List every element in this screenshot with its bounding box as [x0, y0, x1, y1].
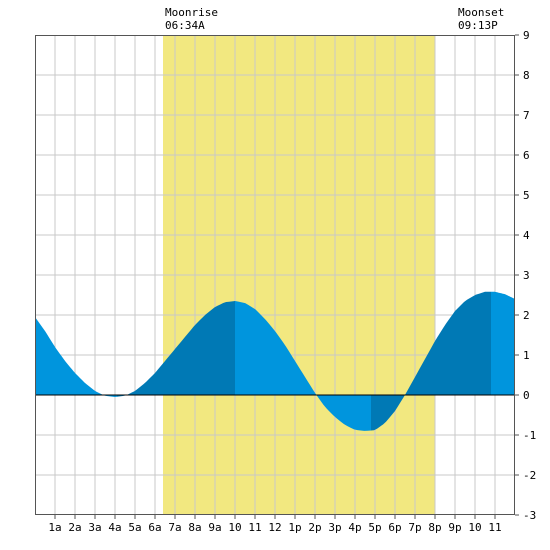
tide-area-rising [117, 301, 235, 397]
x-tick-label: 3a [88, 521, 101, 534]
x-tick-label: 9p [448, 521, 461, 534]
x-tick-label: 5p [368, 521, 381, 534]
grid-layer [35, 35, 515, 515]
x-tick-label: 11 [248, 521, 261, 534]
moonset-label: Moonset [458, 6, 505, 19]
x-tick-label: 8p [428, 521, 441, 534]
y-tick-label: 8 [523, 69, 530, 82]
x-tick-label: 5a [128, 521, 141, 534]
y-tick-label: 3 [523, 269, 530, 282]
x-tick-label: 11 [488, 521, 501, 534]
y-tick-labels: -3 -2 -1 0 1 2 3 4 5 6 7 8 9 [515, 29, 536, 522]
y-tick-label: 4 [523, 229, 530, 242]
y-tick-label: 5 [523, 189, 530, 202]
x-tick-label: 6p [388, 521, 401, 534]
x-tick-label: 8a [188, 521, 201, 534]
x-tick-label: 12 [268, 521, 281, 534]
y-tick-label: 9 [523, 29, 530, 42]
y-tick-label: -1 [523, 429, 536, 442]
x-tick-label: 10 [228, 521, 241, 534]
y-tick-label: 0 [523, 389, 530, 402]
moonrise-time: 06:34A [165, 19, 205, 32]
x-tick-label: 7a [168, 521, 181, 534]
x-tick-label: 10 [468, 521, 481, 534]
tide-area-falling [235, 301, 371, 431]
tide-area-layer [35, 291, 515, 431]
y-tick-label: 6 [523, 149, 530, 162]
y-tick-label: 2 [523, 309, 530, 322]
y-tick-label: -3 [523, 509, 536, 522]
x-tick-label: 2a [68, 521, 81, 534]
x-tick-labels: 1a 2a 3a 4a 5a 6a 7a 8a 9a 10 11 12 1p 2p 3p 4p 5p 6p 7p 8p… [48, 515, 502, 534]
x-tick-label: 6a [148, 521, 161, 534]
plot-frame [35, 35, 515, 515]
x-tick-label: 3p [328, 521, 341, 534]
tide-area-rising [371, 291, 491, 431]
moonrise-label: Moonrise [165, 6, 218, 19]
x-tick-label: 2p [308, 521, 321, 534]
x-tick-label: 9a [208, 521, 221, 534]
x-tick-label: 1a [48, 521, 61, 534]
tide-area-falling [491, 291, 515, 395]
x-tick-label: 7p [408, 521, 421, 534]
x-tick-label: 4p [348, 521, 361, 534]
y-tick-label: 1 [523, 349, 530, 362]
y-tick-label: 7 [523, 109, 530, 122]
plot-frame-layer [35, 35, 515, 515]
tide-area-falling [35, 317, 117, 397]
x-tick-label: 4a [108, 521, 121, 534]
x-tick-label: 1p [288, 521, 301, 534]
y-tick-label: -2 [523, 469, 536, 482]
moonset-time: 09:13P [458, 19, 498, 32]
